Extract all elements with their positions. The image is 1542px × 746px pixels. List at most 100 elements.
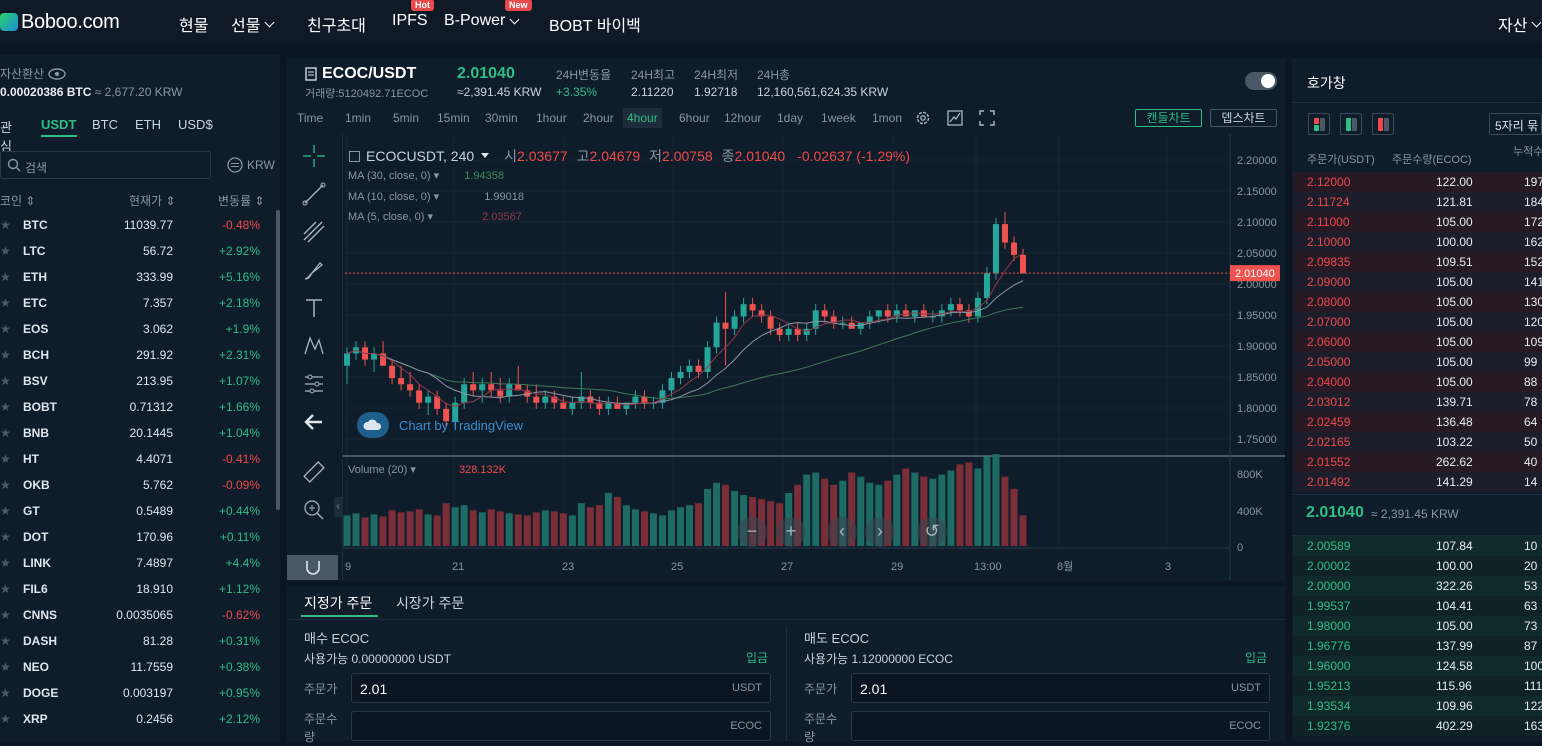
zoom-out-button[interactable]: − <box>737 517 767 547</box>
bid-row[interactable]: 1.96776 137.99 87 <box>1293 636 1542 656</box>
market-row[interactable]: ★ NEO 11.7559 +0.38% <box>0 654 280 680</box>
star-icon[interactable]: ★ <box>0 296 11 310</box>
tradingview-watermark[interactable]: Chart by TradingView <box>357 412 523 438</box>
eye-icon[interactable] <box>47 67 67 80</box>
bid-row[interactable]: 2.00000 322.26 53 <box>1293 576 1542 596</box>
market-row[interactable]: ★ DOT 170.96 +0.11% <box>0 524 280 550</box>
ask-row[interactable]: 2.09000 105.00 141 <box>1293 272 1542 292</box>
sell-qty-input[interactable]: ECOC <box>851 711 1270 741</box>
timeframe-1min[interactable]: 1min <box>345 111 372 125</box>
sell-deposit-link[interactable]: 입금 <box>1245 651 1268 665</box>
zoom-icon[interactable] <box>302 498 326 522</box>
market-row[interactable]: ★ XRP 0.2456 +2.12% <box>0 706 280 732</box>
nav-spot[interactable]: 현물 <box>179 18 209 35</box>
ask-row[interactable]: 2.12000 122.00 197 <box>1293 172 1542 192</box>
star-icon[interactable]: ★ <box>0 530 11 544</box>
price-chart[interactable]: 2.20000 2.15000 2.10000 2.05000 2.00000 1.950… <box>343 134 1285 580</box>
text-tool-icon[interactable] <box>302 296 326 320</box>
brush-icon[interactable] <box>302 258 326 282</box>
timeframe-12hour[interactable]: 12hour <box>724 111 762 125</box>
bid-row[interactable]: 1.93534 109.96 122 <box>1293 696 1542 716</box>
chevron-down-icon[interactable] <box>480 152 490 160</box>
market-row[interactable]: ★ ETH 333.99 +5.16% <box>0 264 280 290</box>
fullscreen-icon[interactable] <box>979 110 995 126</box>
tab-favorites[interactable]: 관심 <box>0 120 12 154</box>
trendline-icon[interactable] <box>302 182 326 206</box>
star-icon[interactable]: ★ <box>0 686 11 700</box>
ask-row[interactable]: 2.09835 109.51 152 <box>1293 252 1542 272</box>
ask-row[interactable]: 2.08000 105.00 130 <box>1293 292 1542 312</box>
bid-row[interactable]: 1.95213 115.96 111 <box>1293 676 1542 696</box>
star-icon[interactable]: ★ <box>0 712 11 726</box>
star-icon[interactable]: ★ <box>0 660 11 674</box>
ask-row[interactable]: 2.06000 105.00 109 <box>1293 332 1542 352</box>
ask-row[interactable]: 2.02165 103.22 50 <box>1293 432 1542 452</box>
sell-price-input[interactable]: 2.01 USDT <box>851 673 1270 703</box>
view-asks-icon[interactable] <box>1372 113 1394 135</box>
star-icon[interactable]: ★ <box>0 634 11 648</box>
timeframe-time[interactable]: Time <box>297 111 324 125</box>
star-icon[interactable]: ★ <box>0 270 11 284</box>
collapse-legend-icon[interactable] <box>349 150 360 162</box>
timeframe-4hour[interactable]: 4hour <box>623 108 662 128</box>
timeframe-6hour[interactable]: 6hour <box>679 111 710 125</box>
pattern-icon[interactable] <box>302 334 326 358</box>
tab-btc[interactable]: BTC <box>92 117 118 132</box>
star-icon[interactable]: ★ <box>0 582 11 596</box>
market-row[interactable]: ★ BNB 20.1445 +1.04% <box>0 420 280 446</box>
ask-row[interactable]: 2.01492 141.29 14 <box>1293 472 1542 492</box>
settings-icon[interactable] <box>915 110 931 126</box>
nav-ipfs[interactable]: IPFS <box>392 12 428 29</box>
bid-row[interactable]: 1.98000 105.00 73 <box>1293 616 1542 636</box>
ask-row[interactable]: 2.07000 105.00 120 <box>1293 312 1542 332</box>
market-row[interactable]: ★ FIL6 18.910 +1.12% <box>0 576 280 602</box>
star-icon[interactable]: ★ <box>0 400 11 414</box>
star-icon[interactable]: ★ <box>0 322 11 336</box>
nav-assets[interactable]: 자산 <box>1498 12 1542 36</box>
ruler-icon[interactable] <box>302 460 326 484</box>
scroll-right-button[interactable]: › <box>865 517 895 547</box>
toolbar-collapse-button[interactable] <box>287 555 338 580</box>
currency-label[interactable]: KRW <box>247 158 275 172</box>
ask-row[interactable]: 2.02459 136.48 64 <box>1293 412 1542 432</box>
currency-toggle-icon[interactable] <box>227 157 243 173</box>
star-icon[interactable]: ★ <box>0 218 11 232</box>
ma30-legend[interactable]: MA (30, close, 0) ▾ 1.94358 <box>348 170 504 182</box>
col-change[interactable]: 변동률 ⇕ <box>218 194 265 208</box>
market-row[interactable]: ★ DASH 81.28 +0.31% <box>0 628 280 654</box>
market-row[interactable]: ★ BCH 291.92 +2.31% <box>0 342 280 368</box>
timeframe-2hour[interactable]: 2hour <box>583 111 614 125</box>
star-icon[interactable]: ★ <box>0 244 11 258</box>
star-icon[interactable]: ★ <box>0 608 11 622</box>
market-row[interactable]: ★ CNNS 0.0035065 -0.62% <box>0 602 280 628</box>
nav-invite[interactable]: 친구초대 <box>307 18 366 35</box>
star-icon[interactable]: ★ <box>0 478 11 492</box>
market-row[interactable]: ★ LTC 56.72 +2.92% <box>0 238 280 264</box>
bid-row[interactable]: 1.92376 402.29 163 <box>1293 716 1542 736</box>
precision-select[interactable]: 5자리 묶 <box>1489 113 1542 135</box>
star-icon[interactable]: ★ <box>0 348 11 362</box>
nav-bpower[interactable]: B-Power <box>444 12 520 30</box>
market-row[interactable]: ★ OKB 5.762 -0.09% <box>0 472 280 498</box>
bid-row[interactable]: 1.99537 104.41 63 <box>1293 596 1542 616</box>
market-row[interactable]: ★ GT 0.5489 +0.44% <box>0 498 280 524</box>
market-row[interactable]: ★ DOGE 0.003197 +0.95% <box>0 680 280 706</box>
star-icon[interactable]: ★ <box>0 426 11 440</box>
tab-usdt[interactable]: USDT <box>41 117 77 132</box>
star-icon[interactable]: ★ <box>0 374 11 388</box>
logo[interactable]: Boboo.com <box>0 9 120 35</box>
timeframe-15min[interactable]: 15min <box>437 111 470 125</box>
market-row[interactable]: ★ EOS 3.062 +1.9% <box>0 316 280 342</box>
ask-row[interactable]: 2.04000 105.00 88 <box>1293 372 1542 392</box>
tab-eth[interactable]: ETH <box>135 117 161 132</box>
timeframe-1week[interactable]: 1week <box>821 111 856 125</box>
ask-row[interactable]: 2.01552 262.62 40 <box>1293 452 1542 472</box>
timeframe-30min[interactable]: 30min <box>485 111 518 125</box>
view-bids-icon[interactable] <box>1340 113 1362 135</box>
col-price[interactable]: 현재가 ⇕ <box>129 194 176 208</box>
zoom-in-button[interactable]: + <box>776 517 806 547</box>
col-coin[interactable]: 코인 ⇕ <box>0 194 36 208</box>
bid-row[interactable]: 2.00589 107.84 10 <box>1293 536 1542 556</box>
timeframe-1day[interactable]: 1day <box>777 111 804 125</box>
buy-price-input[interactable]: 2.01 USDT <box>351 673 771 703</box>
